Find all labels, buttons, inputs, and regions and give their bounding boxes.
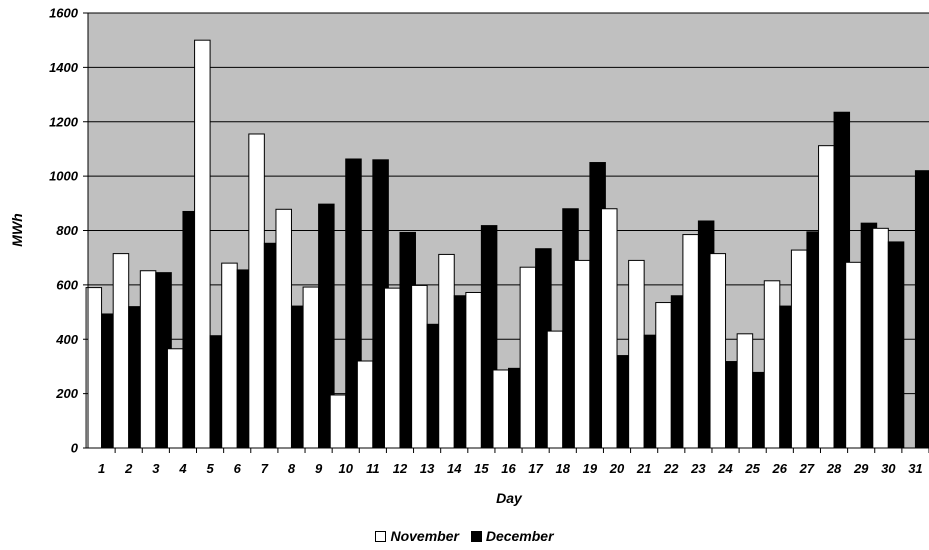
bar-november-day-26 <box>764 281 780 448</box>
y-tick-label: 0 <box>71 441 79 456</box>
bar-november-day-27 <box>791 250 807 448</box>
bar-december-day-31 <box>915 171 929 448</box>
legend-swatch-december <box>471 531 482 542</box>
x-tick-label: 25 <box>744 461 760 476</box>
bar-november-day-30 <box>873 228 889 448</box>
x-tick-label: 21 <box>636 461 651 476</box>
bar-november-day-10 <box>330 395 346 448</box>
x-tick-label: 5 <box>206 461 214 476</box>
y-tick-label: 1000 <box>49 169 79 184</box>
bar-november-day-20 <box>602 209 618 448</box>
x-tick-label: 27 <box>799 461 815 476</box>
x-tick-label: 11 <box>366 461 380 476</box>
bar-november-day-17 <box>520 267 536 448</box>
x-tick-label: 16 <box>501 461 516 476</box>
bar-november-day-14 <box>439 254 455 448</box>
bar-november-day-28 <box>819 146 835 448</box>
legend-label-december: December <box>486 528 554 544</box>
y-tick-label: 1400 <box>49 60 79 75</box>
bar-november-day-21 <box>629 260 645 448</box>
x-tick-label: 17 <box>528 461 543 476</box>
x-tick-label: 8 <box>288 461 296 476</box>
x-tick-label: 19 <box>583 461 598 476</box>
x-tick-label: 7 <box>261 461 269 476</box>
x-tick-label: 2 <box>124 461 133 476</box>
bar-december-day-30 <box>888 242 904 448</box>
legend-swatch-november <box>375 531 386 542</box>
x-tick-label: 28 <box>826 461 842 476</box>
y-tick-label: 600 <box>56 277 78 292</box>
bar-november-day-19 <box>574 260 590 448</box>
x-tick-label: 13 <box>420 461 435 476</box>
x-tick-label: 18 <box>556 461 571 476</box>
bar-november-day-6 <box>222 263 238 448</box>
bar-november-day-2 <box>113 254 128 448</box>
bar-november-day-8 <box>276 209 292 448</box>
bar-november-day-7 <box>249 134 265 448</box>
x-tick-label: 29 <box>853 461 869 476</box>
x-tick-label: 24 <box>717 461 733 476</box>
bar-november-day-23 <box>683 235 699 448</box>
y-axis-ticks: 0 200 400 600 800 1000 1200 1400 1600 <box>49 6 88 456</box>
x-tick-label: 26 <box>772 461 788 476</box>
bar-november-day-4 <box>167 349 183 448</box>
legend-label-november: November <box>390 528 458 544</box>
bar-november-day-24 <box>710 254 726 448</box>
x-tick-label: 3 <box>152 461 160 476</box>
x-tick-label: 30 <box>881 461 896 476</box>
bar-november-day-29 <box>846 262 862 448</box>
x-tick-label: 10 <box>338 461 353 476</box>
bar-november-day-5 <box>195 40 211 448</box>
bar-november-day-16 <box>493 370 509 448</box>
y-tick-label: 400 <box>55 332 78 347</box>
y-tick-label: 1200 <box>49 114 79 129</box>
bar-november-day-13 <box>412 285 428 448</box>
x-tick-label: 22 <box>663 461 679 476</box>
bar-november-day-11 <box>357 361 373 448</box>
x-tick-label: 4 <box>178 461 187 476</box>
legend: November December <box>0 528 929 545</box>
x-tick-label: 1 <box>98 461 105 476</box>
x-tick-label: 9 <box>315 461 323 476</box>
bar-november-day-22 <box>656 303 672 448</box>
x-tick-label: 31 <box>908 461 922 476</box>
bar-november-day-25 <box>737 334 753 448</box>
x-axis-title: Day <box>496 490 523 506</box>
legend-item-november: November <box>375 528 458 544</box>
x-tick-label: 6 <box>234 461 242 476</box>
bar-november-day-3 <box>140 271 156 448</box>
x-tick-label: 12 <box>393 461 408 476</box>
y-tick-label: 200 <box>55 386 78 401</box>
y-axis-title: MWh <box>9 213 25 246</box>
x-tick-label: 14 <box>447 461 462 476</box>
x-tick-label: 20 <box>609 461 625 476</box>
bar-november-day-15 <box>466 292 482 448</box>
x-axis-ticks: 1 2 3 4 5 6 7 8 9 10 11 12 13 14 15 16 17 18 19 20 21 22 23 24 2… <box>98 448 929 476</box>
bar-november-day-18 <box>547 331 563 448</box>
bar-november-day-12 <box>384 288 400 448</box>
x-tick-label: 15 <box>474 461 489 476</box>
y-tick-label: 800 <box>56 223 78 238</box>
legend-item-december: December <box>471 528 554 544</box>
x-tick-label: 23 <box>690 461 706 476</box>
bar-november-day-9 <box>303 287 319 448</box>
y-tick-label: 1600 <box>49 6 79 21</box>
